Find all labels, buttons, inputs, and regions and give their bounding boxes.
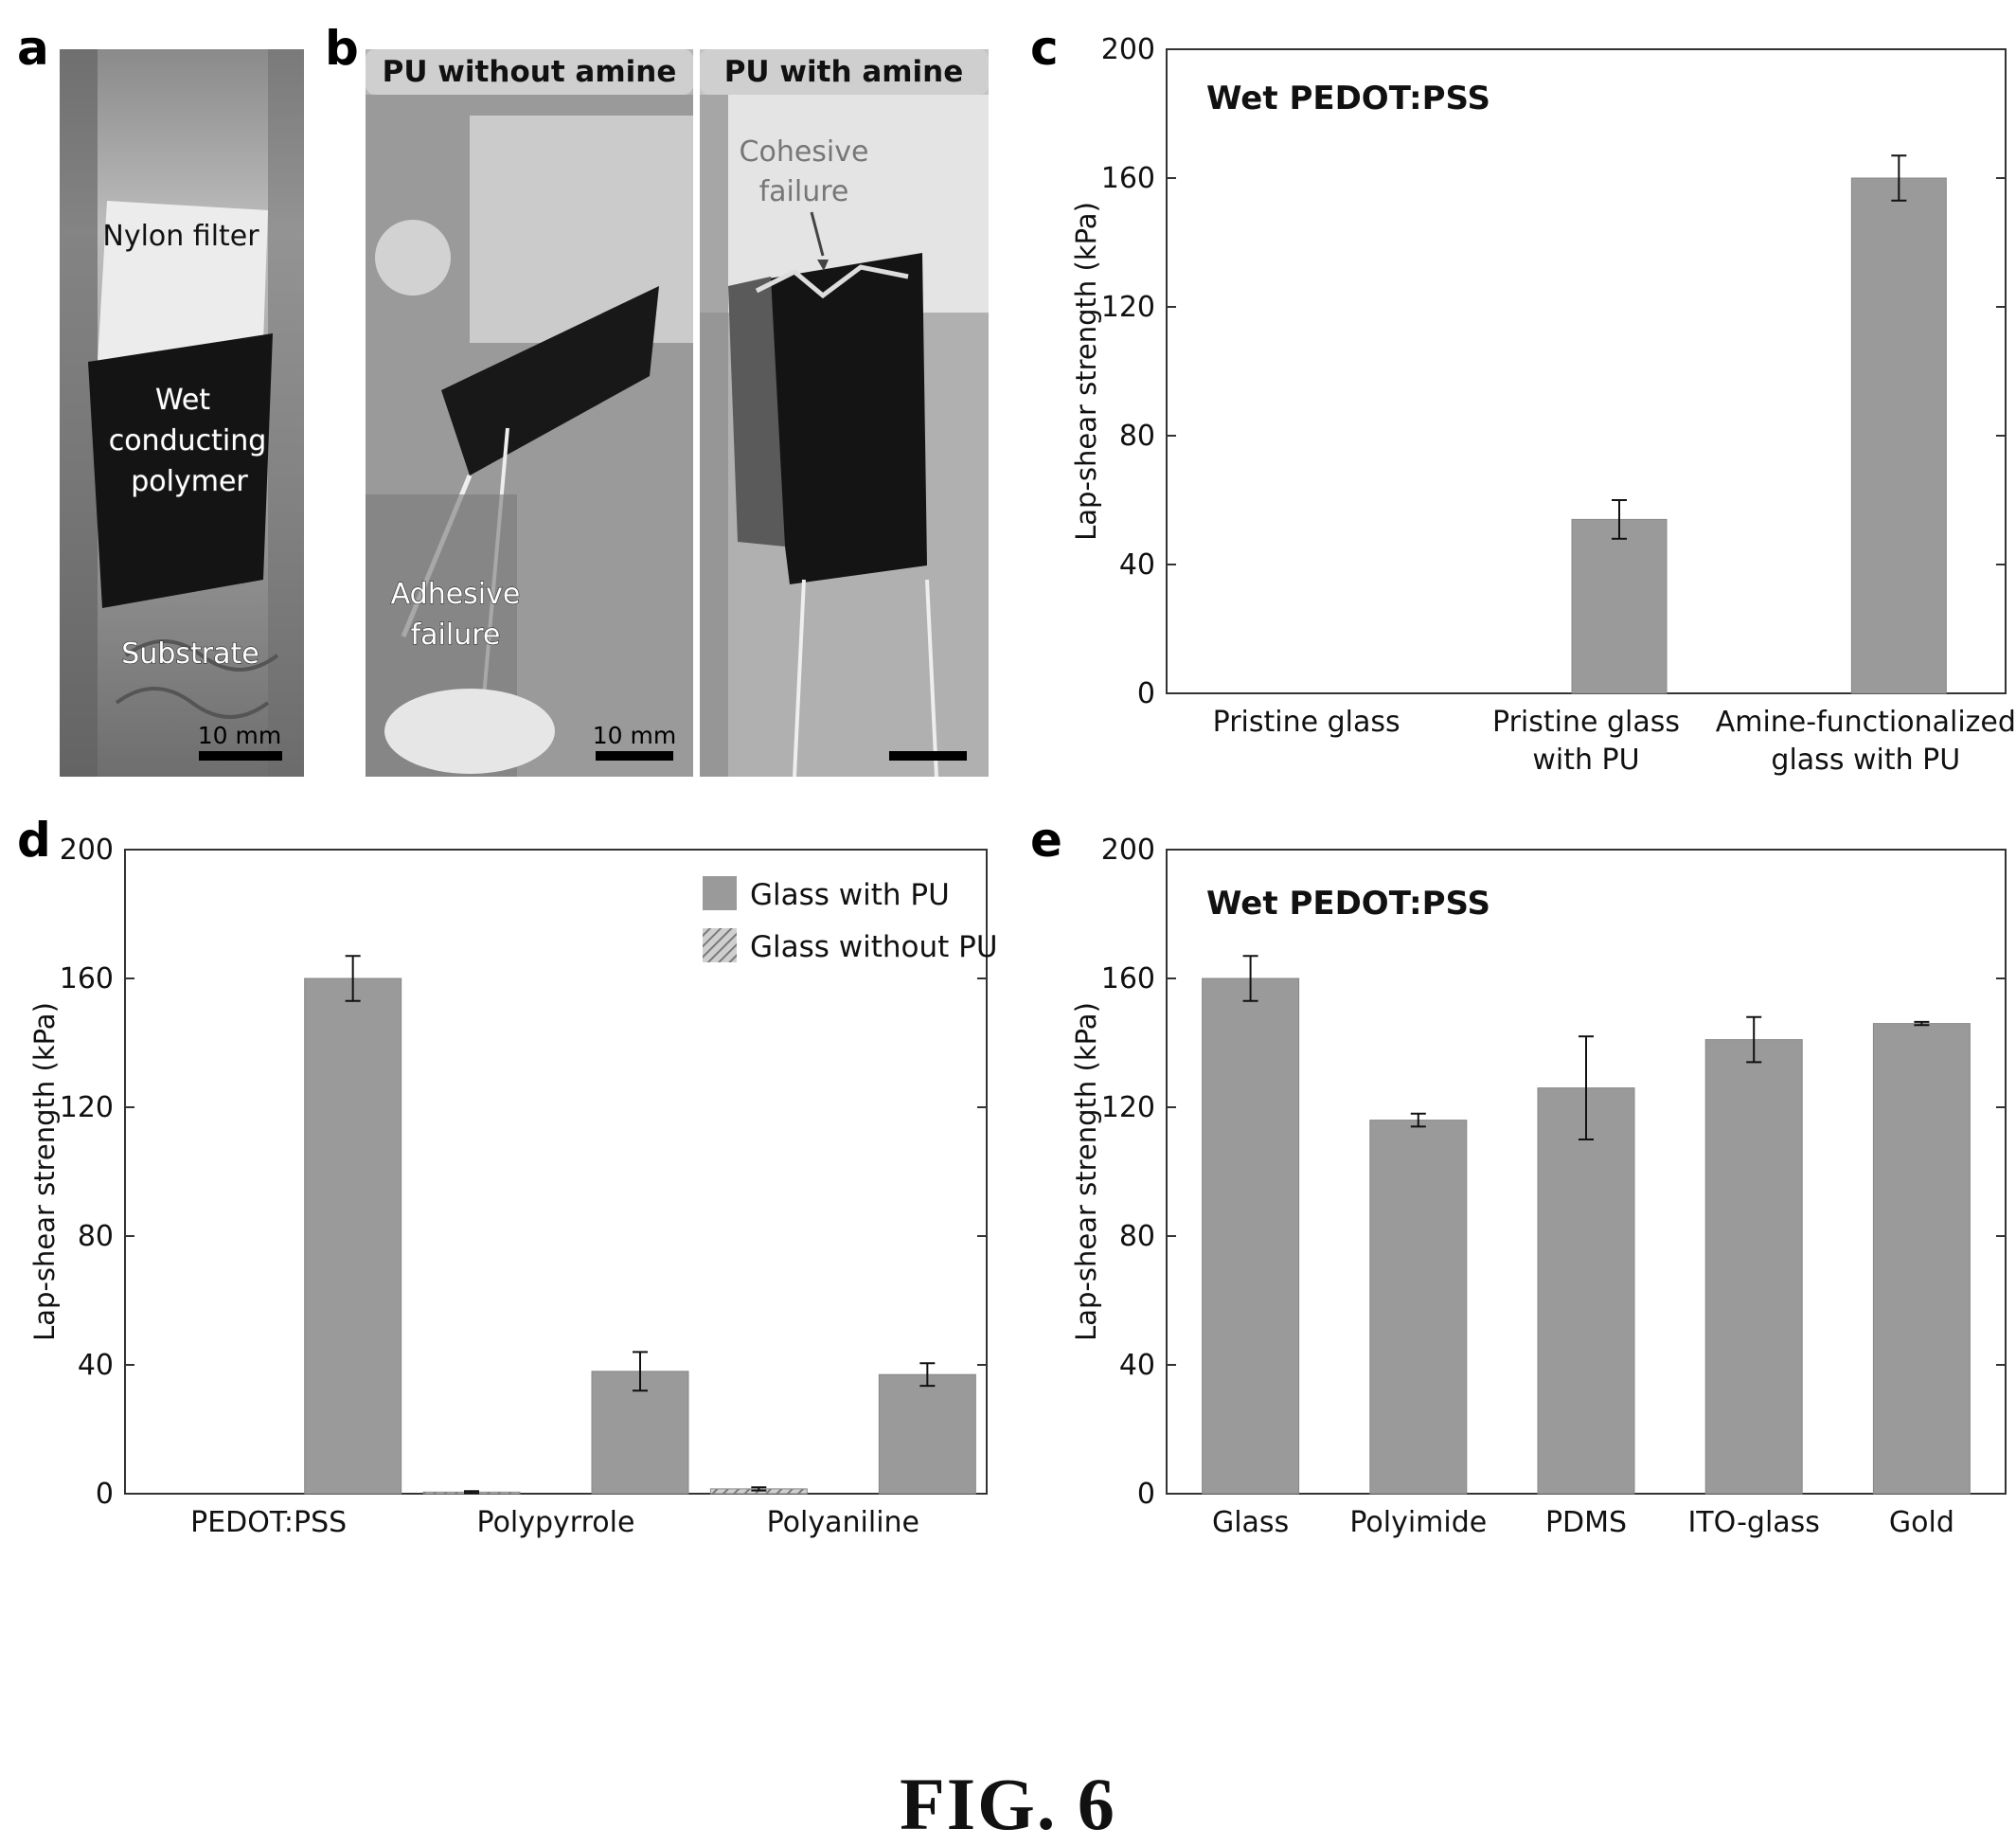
photo-panel-b-right: PU with amine Cohesive failure — [700, 49, 989, 777]
y-tick-label: 80 — [78, 1220, 114, 1253]
detached-film-shape — [441, 286, 659, 475]
panel-letter-e: e — [1030, 813, 1062, 868]
y-axis-title: Lap-shear strength (kPa) — [1070, 202, 1102, 541]
y-tick-label: 200 — [1101, 33, 1155, 66]
y-axis-title: Lap-shear strength (kPa) — [1070, 1002, 1102, 1341]
y-tick-label: 120 — [1101, 1091, 1155, 1124]
y-tick-label: 80 — [1119, 1220, 1155, 1253]
cohesive-film-shape — [752, 253, 927, 584]
scale-bar-label-b: 10 mm — [593, 722, 676, 749]
y-tick-label: 80 — [1119, 420, 1155, 453]
panel-letter-a: a — [17, 21, 49, 76]
scale-bar-b-left — [596, 751, 673, 761]
x-category-label: PEDOT:PSS — [190, 1506, 347, 1539]
label-adhesive-line1: Adhesive — [391, 578, 521, 611]
bar — [1369, 1120, 1468, 1495]
x-category-label: glass with PU — [1771, 744, 1960, 777]
panel-letter-d: d — [17, 813, 51, 868]
bar — [1537, 1087, 1635, 1495]
legend-label: Glass without PU — [750, 930, 998, 964]
label-wet-line2: conducting — [109, 424, 267, 457]
header-bar-b-right — [700, 49, 989, 95]
chart-title: Wet PEDOT:PSS — [1206, 885, 1490, 923]
bar — [591, 1371, 689, 1495]
panel-letter-c: c — [1030, 21, 1059, 76]
chart-d: 0 40 80 120 160 200 Lap-shear strength (kPa) PE… — [28, 834, 998, 1539]
x-category-label: Amine-functionalized — [1716, 706, 2016, 739]
chart-c: 0 40 80 120 160 200 Lap-shear strength (kPa) We… — [1070, 33, 2016, 777]
cohesive-arrow — [810, 211, 825, 257]
legend-swatch — [703, 876, 737, 910]
panel-letter-b: b — [325, 21, 359, 76]
scale-bar-label-a: 10 mm — [198, 722, 281, 749]
y-tick-label: 120 — [60, 1091, 114, 1124]
title-pu-without-amine: PU without amine — [383, 55, 677, 89]
bar — [1850, 177, 1947, 694]
label-wet-line1: Wet — [155, 384, 210, 417]
y-tick-label: 160 — [1101, 962, 1155, 995]
x-category-label: PDMS — [1545, 1506, 1627, 1539]
conducting-polymer-shape — [88, 333, 273, 608]
y-tick-label: 160 — [60, 962, 114, 995]
bar — [304, 977, 402, 1495]
legend-swatch — [703, 928, 737, 962]
y-tick-label: 0 — [96, 1478, 114, 1511]
x-category-label: Gold — [1889, 1506, 1954, 1539]
chart-e: 0 40 80 120 160 200 Lap-shear strength (kPa) We… — [1070, 834, 2007, 1539]
y-tick-label: 0 — [1137, 1478, 1155, 1511]
photo-panel-b-left: PU without amine Adhesive failure 10 mm — [366, 49, 693, 777]
title-pu-with-amine: PU with amine — [724, 55, 964, 89]
x-category-label: Glass — [1212, 1506, 1289, 1539]
scale-bar-b-right — [889, 751, 967, 761]
label-substrate: Substrate — [121, 637, 259, 671]
label-nylon-filter: Nylon filter — [102, 220, 259, 253]
y-axis-title: Lap-shear strength (kPa) — [28, 1002, 61, 1341]
label-cohesive-line2: failure — [759, 175, 849, 208]
header-bar-b-left — [366, 49, 693, 95]
y-tick-label: 200 — [60, 834, 114, 867]
chart-title: Wet PEDOT:PSS — [1206, 80, 1490, 117]
y-tick-label: 40 — [78, 1349, 114, 1382]
y-tick-label: 40 — [1119, 1349, 1155, 1382]
nylon-filter-shape — [98, 201, 268, 362]
bar — [1571, 518, 1668, 694]
bar — [1704, 1039, 1803, 1495]
x-category-label: Polypyrrole — [477, 1506, 635, 1539]
x-category-label: with PU — [1532, 744, 1639, 777]
x-category-label: Pristine glass — [1213, 706, 1400, 739]
figure-caption: FIG. 6 — [900, 1763, 1116, 1845]
label-adhesive-line2: failure — [411, 619, 501, 652]
x-category-label: Polyaniline — [767, 1506, 919, 1539]
bar — [878, 1373, 976, 1495]
legend-label: Glass with PU — [750, 878, 950, 912]
label-wet-line3: polymer — [131, 465, 248, 498]
y-tick-label: 0 — [1137, 677, 1155, 710]
x-category-label: ITO-glass — [1687, 1506, 1819, 1539]
scale-bar-a — [199, 751, 282, 761]
y-tick-label: 160 — [1101, 162, 1155, 195]
bar — [1202, 977, 1300, 1495]
bar — [1872, 1023, 1971, 1495]
x-category-label: Polyimide — [1349, 1506, 1487, 1539]
plot-frame — [124, 849, 988, 1495]
y-tick-label: 120 — [1101, 291, 1155, 324]
y-tick-label: 40 — [1119, 548, 1155, 582]
y-tick-label: 200 — [1101, 834, 1155, 867]
label-cohesive-line1: Cohesive — [740, 135, 869, 169]
x-category-label: Pristine glass — [1492, 706, 1680, 739]
photo-panel-a: Nylon filter Wet conducting polymer Subs… — [60, 49, 304, 777]
